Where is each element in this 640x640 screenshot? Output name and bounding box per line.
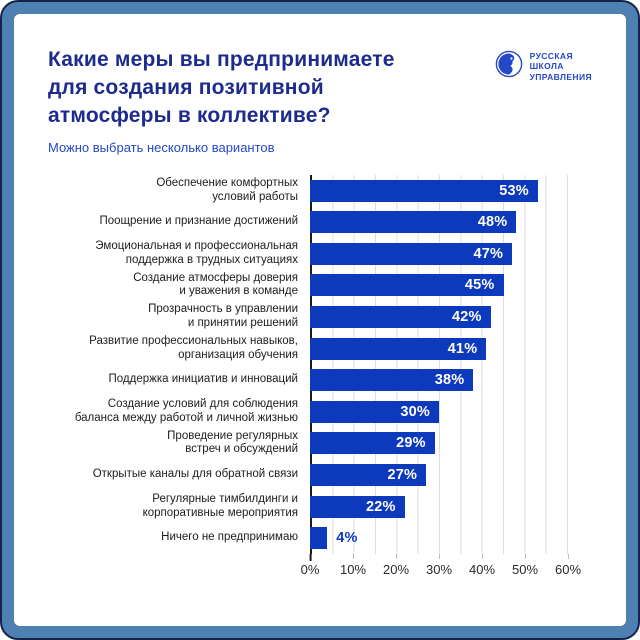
logo-line-1: РУССКАЯ: [529, 51, 573, 62]
category-label: Создание условий для соблюдения баланса …: [74, 398, 298, 424]
bar: 29%: [310, 432, 435, 455]
bar-row: Прозрачность в управлении и принятии реш…: [48, 301, 598, 333]
bar: 42%: [310, 305, 491, 328]
bar-value-label: 41%: [447, 340, 478, 357]
bar-track: 45%: [310, 274, 568, 297]
bar-row: Проведение регулярных встреч и обсуждени…: [48, 428, 598, 460]
x-axis-tick: 30%: [425, 553, 453, 577]
bar-track: 47%: [310, 242, 568, 265]
category-label: Поддержка инициатив и инноваций: [108, 373, 299, 386]
bar-row: Открытые каналы для обратной связи 27%: [48, 459, 598, 491]
bar: 30%: [310, 400, 439, 423]
bar-row: Ничего не предпринимаю 4%: [48, 522, 598, 554]
category-label: Обеспечение комфортных условий работы: [156, 177, 298, 203]
x-axis: 0% 10% 20% 30% 40% 50% 60%: [301, 553, 581, 584]
bar-track: 22%: [310, 495, 568, 518]
bar-row: Создание атмосферы доверия и уважения в …: [48, 270, 598, 302]
chart-rows: Обеспечение комфортных условий работы 53…: [48, 174, 598, 554]
bar: 48%: [310, 211, 517, 234]
bar-row: Поддержка инициатив и инноваций 38%: [48, 364, 598, 396]
bar-track: 30%: [310, 400, 568, 423]
bar-value-label: 30%: [400, 403, 430, 420]
bar-row: Развитие профессиональных навыков, орган…: [48, 333, 598, 365]
category-label: Поощрение и признание достижений: [99, 215, 298, 228]
x-axis-tick: 50%: [511, 553, 539, 577]
bar: 38%: [310, 369, 474, 392]
rsu-logo: РУССКАЯ ШКОЛА УПРАВЛЕНИЯ: [495, 50, 592, 83]
bar-track: 53%: [310, 179, 568, 202]
category-label: Прозрачность в управлении и принятии реш…: [148, 303, 298, 329]
bar-track: 48%: [310, 211, 568, 234]
bar-value-label: 42%: [451, 308, 482, 325]
bar-row: Обеспечение комфортных условий работы 53…: [48, 175, 598, 207]
category-label: Создание атмосферы доверия и уважения в …: [133, 271, 298, 298]
bar-value-label: 29%: [396, 435, 426, 452]
rsu-logo-text: РУССКАЯ ШКОЛА УПРАВЛЕНИЯ: [530, 51, 592, 81]
bar-value-label: 45%: [464, 277, 495, 294]
category-label: Открытые каналы для обратной связи: [92, 468, 298, 481]
bar-track: 4%: [310, 527, 568, 550]
bar-row: Поощрение и признание достижений 48%: [48, 206, 598, 238]
bar-value-label: 27%: [387, 466, 418, 483]
bar-track: 42%: [310, 305, 568, 328]
bar-row: Создание условий для соблюдения баланса …: [48, 396, 598, 428]
bar-value-label: 4%: [336, 530, 358, 547]
chart-subtitle: Можно выбрать несколько вариантов: [48, 139, 275, 155]
x-axis-tick: 20%: [382, 553, 410, 577]
category-label: Развитие профессиональных навыков, орган…: [89, 334, 298, 361]
category-label: Ничего не предпринимаю: [161, 531, 298, 544]
category-label: Проведение регулярных встреч и обсуждени…: [167, 429, 298, 456]
bar: 45%: [310, 274, 504, 297]
logo-line-3: УПРАВЛЕНИЯ: [529, 71, 592, 82]
x-axis-tick: 60%: [554, 553, 582, 577]
bar-track: 27%: [310, 463, 568, 486]
bar-value-label: 38%: [434, 372, 465, 389]
infographic-card: Какие меры вы предпринимаете для создани…: [14, 14, 626, 626]
bar-chart: Обеспечение комфортных условий работы 53…: [48, 174, 598, 584]
category-label: Эмоциональная и профессиональная поддерж…: [95, 240, 298, 266]
logo-line-2: ШКОЛА: [529, 61, 564, 72]
x-axis-tick: 10%: [339, 553, 367, 577]
bar-row: Регулярные тимбилдинги и корпоративные м…: [48, 491, 598, 523]
bar: 47%: [310, 242, 513, 265]
bar-track: 38%: [310, 369, 568, 392]
bar-value-label: 48%: [477, 214, 508, 231]
bar: 53%: [310, 179, 538, 202]
bar-value-label: 53%: [499, 182, 529, 199]
rsu-logo-icon: [495, 50, 523, 83]
x-axis-tick: 0%: [300, 553, 320, 577]
bar-row: Эмоциональная и профессиональная поддерж…: [48, 238, 598, 270]
chart-gridlines: [310, 174, 568, 554]
bar: 4%: [310, 527, 357, 550]
bar: 41%: [310, 337, 487, 360]
header: Какие меры вы предпринимаете для создани…: [48, 46, 598, 130]
x-axis-tick: 40%: [468, 553, 496, 577]
bar: 22%: [310, 495, 405, 518]
bar-track: 29%: [310, 432, 568, 455]
page-title: Какие меры вы предпринимаете для создани…: [48, 48, 395, 127]
bar: 27%: [310, 463, 427, 486]
category-label: Регулярные тимбилдинги и корпоративные м…: [142, 492, 298, 519]
bar-value-label: 22%: [365, 498, 396, 515]
bar-value-label: 47%: [473, 245, 504, 262]
bar-track: 41%: [310, 337, 568, 360]
